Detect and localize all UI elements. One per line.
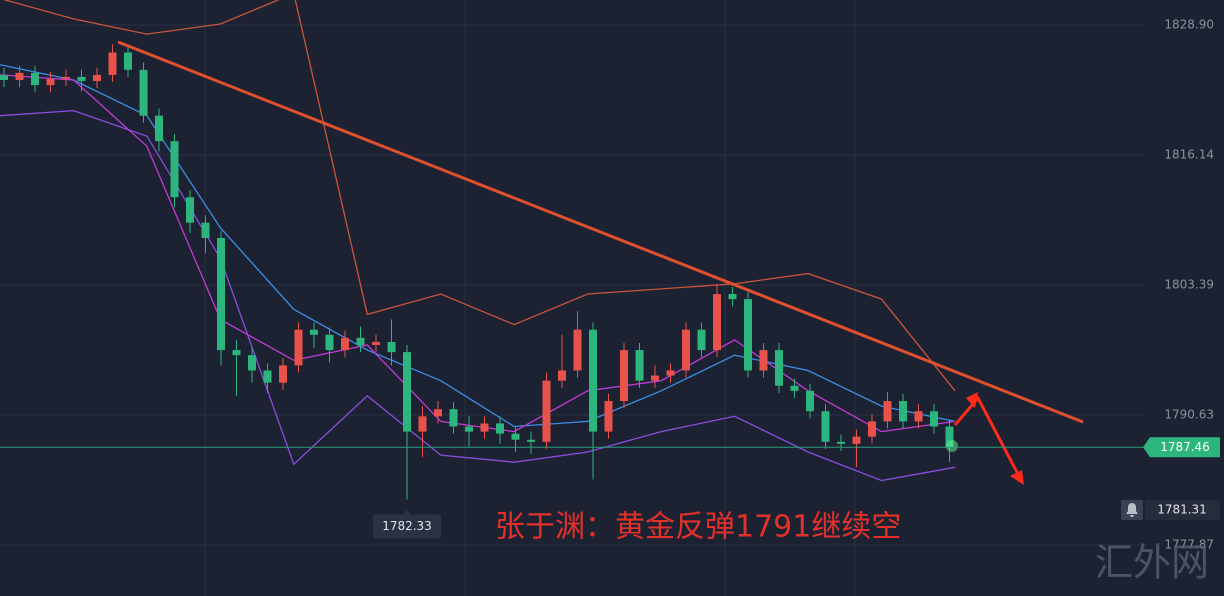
candle-body bbox=[666, 370, 675, 376]
alert-price-box bbox=[1145, 499, 1220, 520]
candle-body bbox=[542, 380, 551, 442]
candle-body bbox=[155, 115, 163, 142]
candle-body bbox=[527, 439, 535, 442]
candle-body bbox=[914, 411, 923, 422]
candle-body bbox=[294, 329, 303, 366]
candle-body bbox=[139, 69, 148, 116]
candle-body bbox=[279, 365, 287, 383]
candle-body bbox=[713, 294, 721, 351]
annotation: 张于渊：黄金反弹1791继续空 bbox=[495, 510, 901, 545]
indicator-line bbox=[0, 109, 956, 482]
indicator-line bbox=[0, 74, 956, 433]
candle-body bbox=[356, 337, 365, 345]
candle-body bbox=[434, 409, 442, 417]
candle-body bbox=[77, 76, 86, 82]
candle-body bbox=[263, 370, 272, 383]
candle-body bbox=[387, 341, 396, 353]
candle-body bbox=[465, 426, 473, 432]
candle-body bbox=[883, 401, 892, 422]
candle-body bbox=[806, 390, 814, 412]
arrow-path bbox=[953, 395, 1022, 479]
candle-body bbox=[821, 411, 830, 442]
candle-body bbox=[558, 370, 566, 381]
candle-body bbox=[46, 78, 55, 86]
low-label-box bbox=[373, 514, 441, 539]
y-tick-label: 1790.63 bbox=[1164, 407, 1214, 421]
candle-body bbox=[0, 74, 8, 81]
candle-body bbox=[449, 409, 458, 427]
candle-body bbox=[62, 76, 70, 79]
candle-body bbox=[186, 197, 194, 223]
low-label-pointer bbox=[402, 509, 412, 516]
alert-price-label: 1781.31 bbox=[1157, 502, 1207, 516]
candle-body bbox=[604, 401, 613, 432]
candle-body bbox=[372, 341, 380, 345]
y-tick-label: 1777.87 bbox=[1164, 538, 1214, 552]
candle-body bbox=[589, 329, 597, 432]
candle-body bbox=[511, 433, 520, 440]
candle-body bbox=[837, 441, 845, 444]
arrow-head bbox=[1010, 470, 1024, 485]
candle-body bbox=[325, 334, 334, 351]
alert-bell bbox=[1126, 502, 1138, 517]
candle-body bbox=[651, 375, 659, 381]
last-price-label: 1787.46 bbox=[1160, 440, 1210, 454]
candle-body bbox=[480, 423, 489, 432]
candle-body bbox=[217, 237, 225, 351]
candle-body bbox=[310, 329, 318, 335]
indicator-line bbox=[2, 0, 956, 392]
current-glow bbox=[946, 440, 958, 452]
candles bbox=[0, 44, 954, 500]
vertical-grid bbox=[204, 0, 856, 596]
candle-body bbox=[201, 222, 210, 238]
candle-body bbox=[697, 329, 706, 351]
grid: 1828.90 1816.14 1803.39 1790.63 1777.87 bbox=[0, 17, 1214, 552]
candle-body bbox=[232, 350, 241, 356]
arrow-head bbox=[966, 392, 978, 408]
candle-body bbox=[868, 421, 876, 437]
y-tick-label: 1803.39 bbox=[1164, 277, 1214, 291]
candle-body bbox=[744, 299, 752, 371]
candle-body bbox=[108, 52, 117, 75]
candle-body bbox=[93, 74, 101, 82]
candle-body bbox=[682, 329, 690, 371]
candle-body bbox=[728, 294, 737, 300]
candle-body bbox=[620, 350, 628, 402]
candle-body bbox=[248, 355, 256, 371]
candle-body bbox=[930, 411, 938, 427]
candle-body bbox=[775, 350, 783, 386]
trend-line bbox=[117, 40, 1084, 424]
candle-body bbox=[418, 416, 427, 432]
candle-body bbox=[759, 350, 768, 371]
candle-body bbox=[170, 141, 179, 198]
candle-body bbox=[31, 72, 39, 86]
candle-body bbox=[573, 329, 582, 371]
candle-body bbox=[852, 436, 861, 444]
candle-body bbox=[635, 350, 644, 381]
last-price-box bbox=[1143, 437, 1220, 458]
candle-body bbox=[945, 426, 954, 448]
candle-body bbox=[403, 352, 411, 432]
candle-body bbox=[899, 401, 907, 422]
candle-body bbox=[496, 423, 504, 434]
low-label: 1782.33 bbox=[382, 519, 432, 533]
candle-body bbox=[124, 52, 132, 70]
overlay: 1782.33 1787.46 1781.31 bbox=[0, 437, 1220, 539]
watermark: 汇外网 bbox=[1095, 541, 1209, 585]
candle-body bbox=[790, 385, 799, 391]
y-tick-label: 1828.90 bbox=[1164, 17, 1214, 31]
candle-body bbox=[341, 337, 349, 351]
candle-body bbox=[15, 72, 24, 81]
y-tick-label: 1816.14 bbox=[1164, 148, 1214, 162]
